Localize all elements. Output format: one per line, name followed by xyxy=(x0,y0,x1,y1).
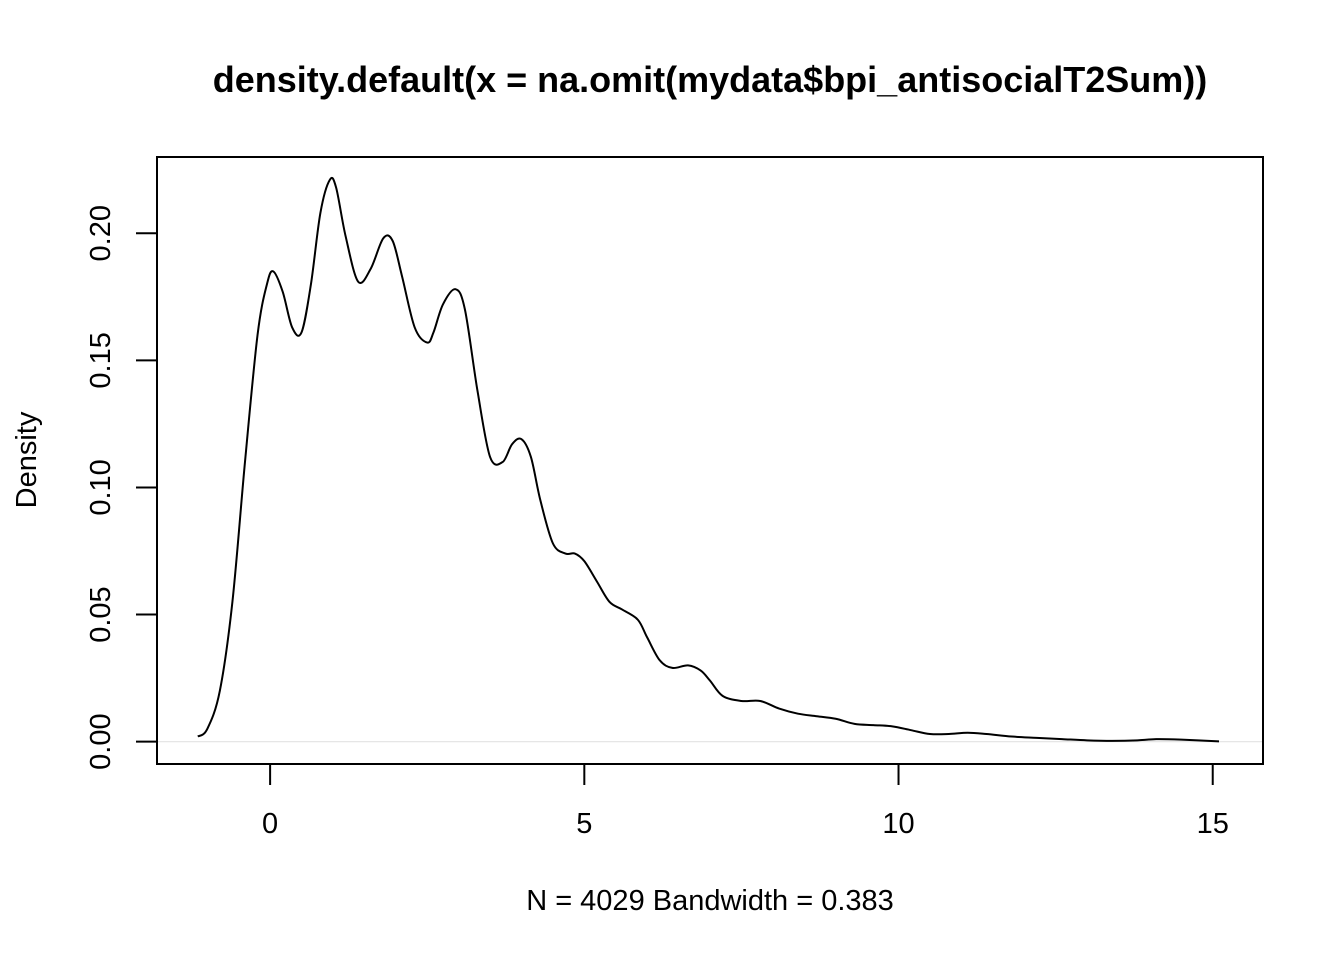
density-curve xyxy=(197,176,1220,743)
y-tick-label: 0.20 xyxy=(85,205,117,261)
chart-title: density.default(x = na.omit(mydata$bpi_a… xyxy=(213,59,1208,100)
y-tick-label: 0.05 xyxy=(85,586,117,642)
y-tick-label: 0.00 xyxy=(85,713,117,769)
x-tick-label: 0 xyxy=(262,808,278,840)
x-tick-label: 15 xyxy=(1197,808,1229,840)
x-tick-label: 5 xyxy=(576,808,592,840)
y-axis: 0.00 0.05 0.10 0.15 0.20 xyxy=(85,205,158,770)
x-axis: 0 5 10 15 xyxy=(262,763,1229,840)
y-tick-label: 0.15 xyxy=(85,332,117,388)
x-axis-label: N = 4029 Bandwidth = 0.383 xyxy=(526,885,894,917)
y-tick-label: 0.10 xyxy=(85,459,117,515)
y-axis-label: Density xyxy=(11,411,43,508)
plot-frame xyxy=(156,156,1264,765)
x-tick-label: 10 xyxy=(882,808,914,840)
